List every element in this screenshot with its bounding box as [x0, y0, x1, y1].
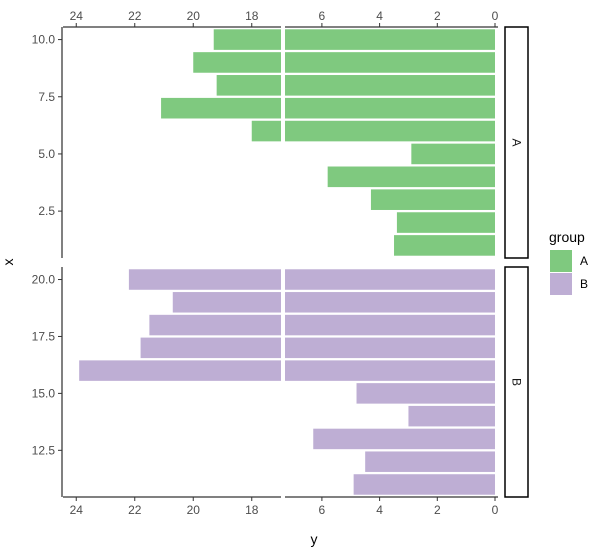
bottom-tick-label-r3: 0	[492, 503, 499, 517]
bar-B-19-upper	[172, 292, 281, 313]
strip-label-A: A	[510, 138, 524, 146]
strip-label-B: B	[510, 378, 524, 386]
bar-B-19-lower	[285, 292, 495, 313]
bottom-tick-label-l2: 20	[187, 503, 201, 517]
bar-A-9-lower	[285, 52, 495, 73]
bottom-tick-label-r1: 4	[376, 503, 383, 517]
bar-A-9-upper	[193, 52, 281, 73]
legend-key-B	[550, 273, 572, 295]
x-tick-label-B-1: 17.5	[32, 329, 56, 343]
bar-A-5	[411, 143, 495, 165]
bar-B-16-upper	[79, 360, 281, 381]
bar-A-8-upper	[216, 75, 281, 96]
panels: 10.0 7.5 5.0 2.5 A 20.0 17.5 15.0 12.5 B	[32, 26, 529, 498]
bar-B-17-lower	[285, 337, 495, 359]
bar-B-18-lower	[285, 314, 495, 336]
x-tick-label-B-3: 12.5	[32, 443, 56, 457]
bar-A-10-upper	[213, 29, 281, 50]
panel-B: 20.0 17.5 15.0 12.5 B	[32, 266, 529, 498]
x-tick-label-A-2: 5.0	[38, 147, 55, 161]
bottom-tick-label-l3: 18	[245, 503, 259, 517]
top-axis: 24 22 20 18 6 4 2 0	[63, 9, 499, 28]
bar-A-7-upper	[161, 97, 281, 119]
bar-B-18-upper	[149, 314, 281, 336]
bar-B-11	[353, 474, 495, 495]
x-tick-label-B-0: 20.0	[32, 273, 56, 287]
legend-title: group	[549, 229, 585, 245]
top-tick-label-l0: 24	[70, 9, 84, 23]
x-tick-label-A-0: 10.0	[32, 33, 56, 47]
bar-A-2	[396, 212, 495, 233]
panel-A: 10.0 7.5 5.0 2.5 A	[32, 26, 529, 259]
legend-label-B: B	[580, 277, 588, 291]
top-tick-label-r0: 6	[319, 9, 326, 23]
x-axis-title: x	[0, 259, 16, 266]
bar-B-12	[365, 451, 495, 472]
bottom-tick-label-r2: 2	[434, 503, 441, 517]
bar-A-4	[327, 166, 495, 188]
bar-B-15	[356, 383, 495, 404]
bottom-tick-label-l1: 22	[128, 503, 142, 517]
bar-A-8-lower	[285, 75, 495, 96]
top-tick-label-r2: 2	[434, 9, 441, 23]
x-tick-label-B-2: 15.0	[32, 386, 56, 400]
y-axis-title: y	[311, 531, 318, 547]
legend-label-A: A	[580, 254, 588, 268]
legend: group AB	[549, 229, 588, 295]
top-tick-label-r3: 0	[492, 9, 499, 23]
bar-B-20-upper	[128, 269, 281, 290]
legend-key-A	[550, 250, 572, 272]
bottom-axis: 24 22 20 18 6 4 2 0	[63, 496, 499, 517]
strip-A	[504, 26, 529, 259]
bottom-tick-label-l0: 24	[70, 503, 84, 517]
bottom-tick-label-r0: 6	[319, 503, 326, 517]
top-tick-label-l2: 20	[187, 9, 201, 23]
top-tick-label-l1: 22	[128, 9, 142, 23]
bar-B-13	[313, 428, 495, 450]
bar-A-7-lower	[285, 97, 495, 119]
bar-A-1	[394, 235, 495, 256]
x-tick-label-A-1: 7.5	[38, 90, 55, 104]
bar-B-14	[408, 405, 495, 427]
bar-A-6-upper	[251, 120, 281, 142]
bar-B-20-lower	[285, 269, 495, 290]
strip-B	[504, 266, 529, 498]
bar-A-3	[370, 189, 495, 210]
bar-A-10-lower	[285, 29, 495, 50]
bar-A-6-lower	[285, 120, 495, 142]
top-tick-label-l3: 18	[245, 9, 259, 23]
bar-B-16-lower	[285, 360, 495, 381]
top-tick-label-r1: 4	[376, 9, 383, 23]
bar-B-17-upper	[140, 337, 281, 359]
x-tick-label-A-3: 2.5	[38, 204, 55, 218]
